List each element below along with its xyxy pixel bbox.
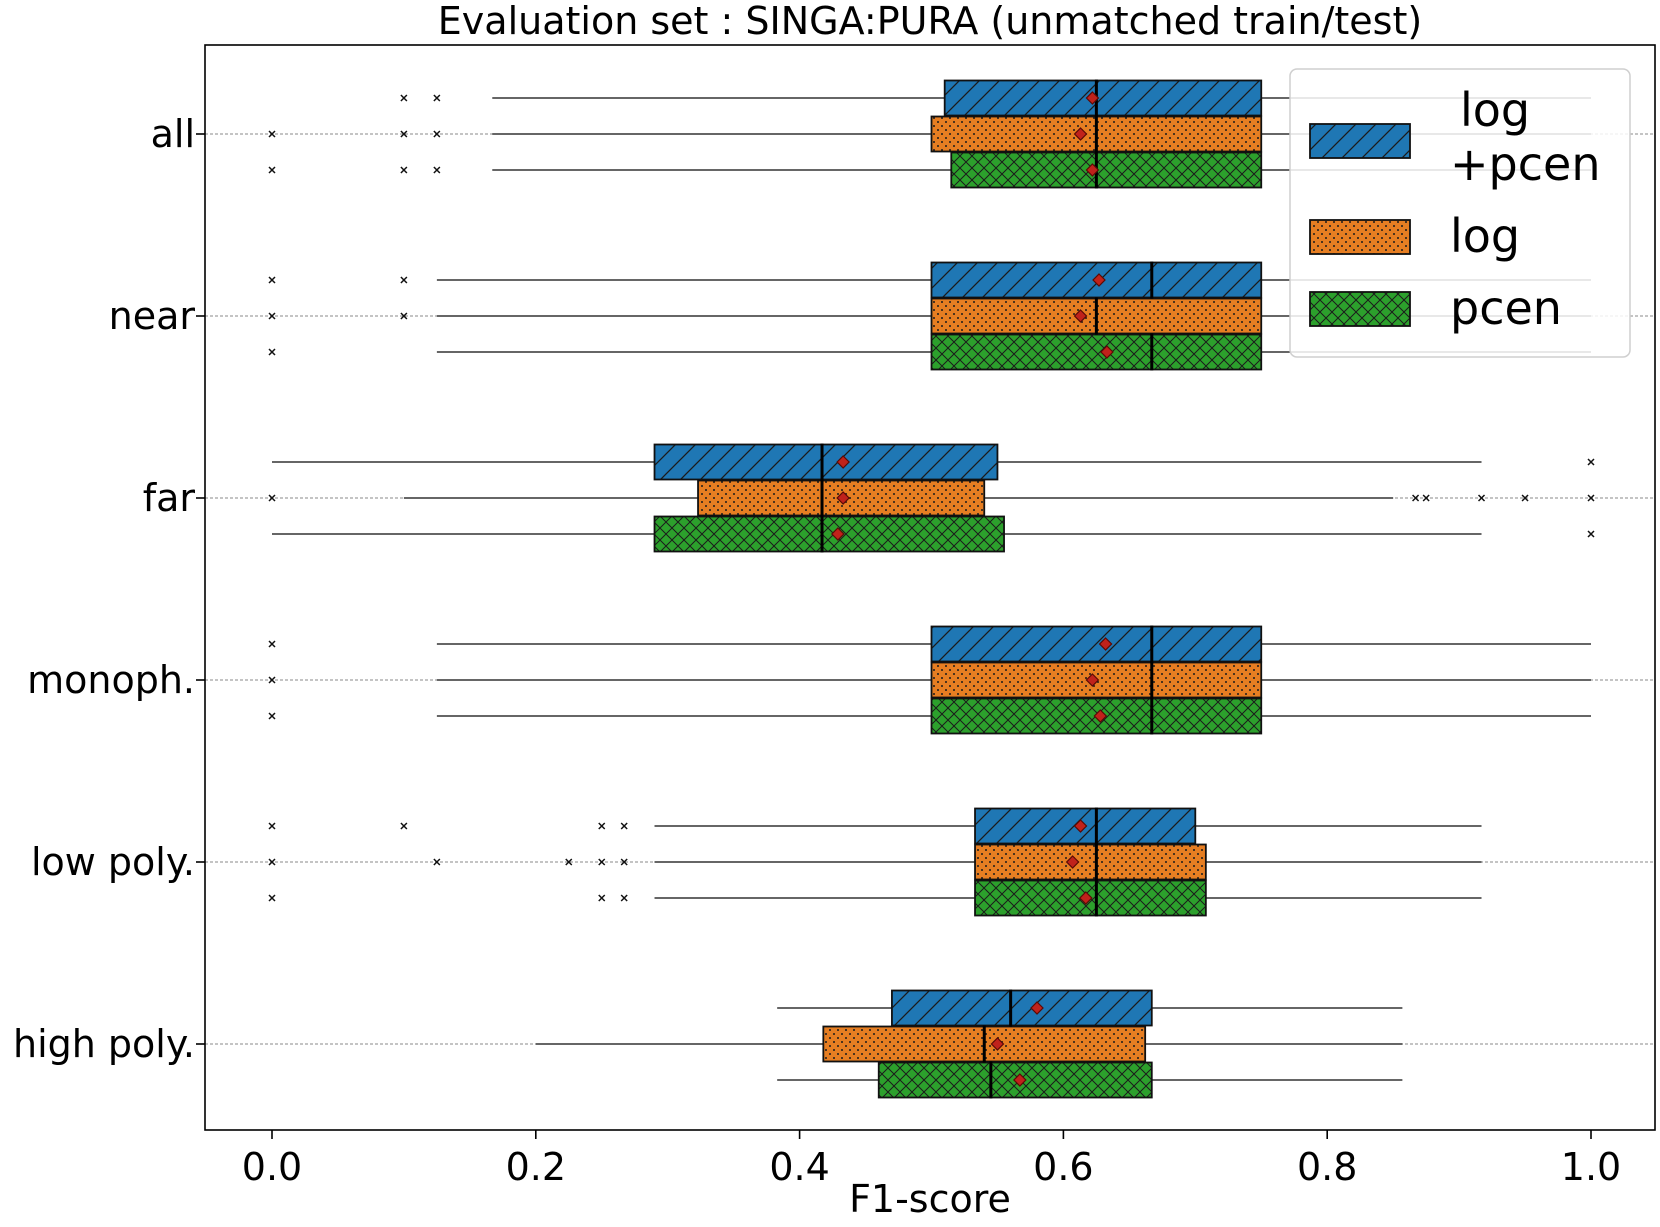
box-0-4 — [974, 807, 1197, 845]
box-1-4 — [974, 843, 1207, 881]
x-axis-label: F1-score — [849, 1177, 1011, 1221]
box-0-0 — [943, 79, 1263, 117]
box-0-2 — [653, 443, 999, 481]
outlier-1-2-4 — [1521, 494, 1529, 502]
outlier-0-4-2 — [598, 822, 606, 830]
box-2-2 — [653, 515, 1005, 553]
x-tick-label-2: 0.4 — [769, 1145, 829, 1189]
outlier-2-4-1 — [598, 894, 606, 902]
legend-label-0-0: log — [1460, 83, 1530, 137]
chart-title: Evaluation set : SINGA:PURA (unmatched t… — [438, 0, 1422, 43]
mean-0-0 — [1085, 91, 1100, 105]
mean-1-4 — [1065, 855, 1080, 869]
y-tick-label-2: far — [143, 476, 196, 520]
outlier-2-0-2 — [433, 166, 441, 174]
outlier-1-0-2 — [433, 130, 441, 138]
legend-patch-1 — [1309, 219, 1411, 255]
mean-2-5 — [1013, 1073, 1027, 1087]
box-markers — [268, 79, 1595, 1099]
mean-0-4 — [1073, 819, 1088, 833]
outlier-1-1-1 — [400, 312, 408, 320]
y-tick-label-5: high poly. — [13, 1022, 195, 1066]
box-2-5 — [877, 1061, 1153, 1099]
mean-1-5 — [990, 1037, 1005, 1051]
mean-0-2 — [836, 455, 850, 469]
outlier-0-4-0 — [268, 822, 276, 830]
box-2-1 — [930, 333, 1263, 371]
outlier-0-1-0 — [268, 276, 276, 284]
outlier-2-1-0 — [268, 348, 276, 356]
outlier-1-0-0 — [268, 130, 276, 138]
mean-2-3 — [1093, 709, 1108, 723]
box-0-5 — [891, 989, 1153, 1027]
x-tick-label-1: 0.2 — [506, 1145, 566, 1189]
mean-2-4 — [1078, 891, 1093, 905]
y-tick-label-3: monoph. — [27, 658, 195, 702]
outlier-1-4-4 — [620, 858, 628, 866]
x-tick-label-5: 1.0 — [1561, 1145, 1621, 1189]
outlier-0-4-1 — [400, 822, 408, 830]
legend-label-1-0: log — [1450, 209, 1520, 263]
legend-label-0-1: +pcen — [1450, 137, 1601, 191]
outlier-1-4-0 — [268, 858, 276, 866]
y-tick-label-4: low poly. — [31, 840, 195, 884]
outlier-2-4-2 — [620, 894, 628, 902]
mean-0-3 — [1098, 637, 1113, 651]
outlier-1-2-5 — [1587, 494, 1595, 502]
mean-1-0 — [1073, 127, 1088, 141]
mean-2-0 — [1085, 163, 1100, 177]
outlier-1-2-1 — [1412, 494, 1420, 502]
x-tick-label-0: 0.0 — [242, 1145, 302, 1189]
x-tick-label-3: 0.6 — [1033, 1145, 1093, 1189]
outlier-2-2-0 — [1587, 530, 1595, 538]
outlier-1-0-1 — [400, 130, 408, 138]
outlier-0-2-0 — [1587, 458, 1595, 466]
outlier-1-4-1 — [433, 858, 441, 866]
legend-label-2-0: pcen — [1450, 281, 1562, 335]
y-tick-label-1: near — [109, 294, 196, 338]
mean-0-1 — [1092, 273, 1106, 287]
outlier-1-2-3 — [1477, 494, 1486, 502]
outlier-1-3-0 — [268, 676, 276, 684]
box-2-0 — [950, 151, 1263, 189]
mean-2-2 — [831, 527, 845, 541]
outlier-1-4-2 — [565, 858, 573, 866]
plot-frame — [204, 44, 1656, 1131]
mean-1-2 — [836, 491, 850, 505]
box-0-3 — [930, 625, 1263, 663]
outlier-0-3-0 — [268, 640, 276, 648]
outlier-1-4-3 — [598, 858, 606, 866]
outlier-2-0-1 — [400, 166, 408, 174]
outlier-1-2-0 — [268, 494, 276, 502]
outlier-1-2-2 — [1422, 494, 1430, 502]
outlier-1-1-0 — [268, 312, 276, 320]
mean-2-1 — [1100, 345, 1114, 359]
boxes — [653, 79, 1263, 1099]
outlier-0-1-1 — [400, 276, 408, 284]
mean-1-1 — [1073, 309, 1088, 323]
outlier-0-0-0 — [400, 94, 408, 102]
outlier-0-4-3 — [620, 822, 628, 830]
axes: 0.0 0.2 0.4 0.6 0.8 1.0 all near far monoph. low p… — [13, 112, 1621, 1189]
outlier-2-3-0 — [268, 712, 276, 720]
legend-patch-2 — [1309, 291, 1411, 327]
x-tick-label-4: 0.8 — [1297, 1145, 1357, 1189]
legend-patch-0 — [1309, 123, 1411, 159]
mean-0-5 — [1030, 1001, 1044, 1015]
mean-1-3 — [1085, 673, 1100, 687]
outlier-0-0-1 — [433, 94, 441, 102]
outlier-2-4-0 — [268, 894, 276, 902]
outlier-2-0-0 — [268, 166, 276, 174]
y-tick-label-0: all — [151, 112, 195, 156]
